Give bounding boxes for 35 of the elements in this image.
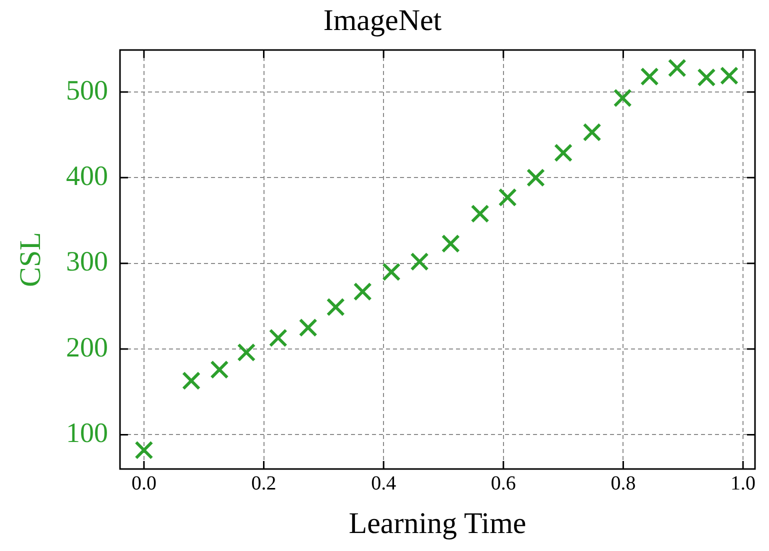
x-tick-label: 0.6: [490, 472, 516, 494]
x-tick-label: 1.0: [730, 472, 756, 494]
point: [268, 328, 288, 348]
point: [640, 67, 659, 86]
point: [410, 252, 429, 271]
point: [326, 298, 345, 316]
x-tick-label: 0.8: [610, 472, 636, 494]
x-tick-label: 0.0: [131, 472, 156, 494]
y-axis-title: CSL: [14, 232, 47, 288]
point: [697, 68, 716, 87]
point: [134, 440, 154, 460]
x-axis-title: Learning Time: [348, 506, 526, 540]
chart-title: ImageNet: [323, 4, 442, 37]
point: [613, 88, 632, 108]
point: [470, 204, 490, 223]
x-tick-label: 0.2: [251, 472, 276, 494]
point: [441, 234, 460, 253]
y-tick-label: 400: [66, 161, 108, 192]
point: [182, 371, 201, 390]
point: [237, 343, 256, 362]
x-tick-label: 0.4: [371, 472, 396, 494]
point: [554, 144, 573, 162]
y-tick-label: 500: [66, 75, 108, 106]
y-tick-label: 100: [66, 418, 108, 450]
point: [298, 318, 318, 337]
point: [210, 360, 229, 379]
y-tick-label: 200: [66, 332, 108, 364]
point: [498, 188, 517, 207]
point: [526, 168, 546, 187]
point: [382, 262, 401, 282]
point: [353, 282, 372, 301]
point: [582, 122, 602, 142]
point: [668, 58, 686, 78]
y-tick-label: 300: [66, 246, 108, 278]
point: [720, 66, 739, 85]
